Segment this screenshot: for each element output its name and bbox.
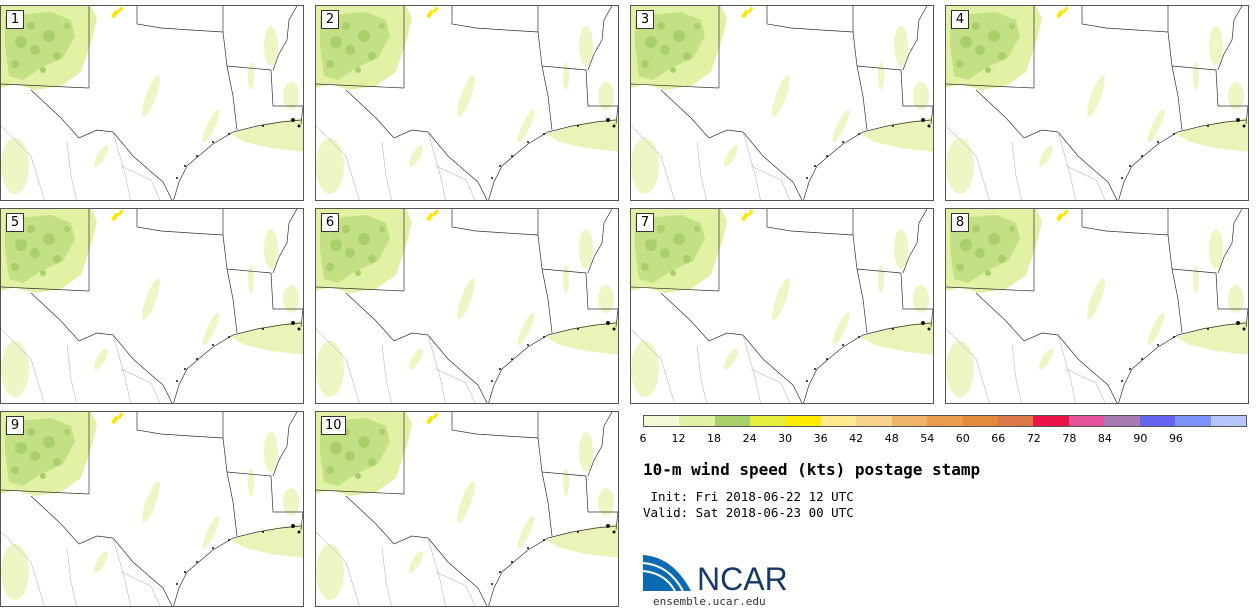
map-panel-4: 4: [945, 5, 1249, 201]
member-map: [631, 209, 933, 403]
map-panel-7: 7: [630, 208, 934, 404]
valid-time: Valid: Sat 2018-06-23 00 UTC: [643, 505, 854, 520]
colorbar-swatch: [891, 416, 928, 426]
member-number: 7: [636, 213, 654, 232]
colorbar-swatch: [785, 416, 822, 426]
member-number: 5: [6, 213, 24, 232]
colorbar-tick-label: 24: [742, 432, 757, 445]
map-panel-8: 8: [945, 208, 1249, 404]
colorbar-swatch: [750, 416, 786, 426]
colorbar-tick-label: 30: [778, 432, 793, 445]
member-number: 9: [6, 416, 24, 435]
colorbar-tick-label: 90: [1133, 432, 1148, 445]
colorbar-swatch: [644, 416, 680, 426]
colorbar-tick-label: 42: [849, 432, 864, 445]
colorbar-tick-label: 36: [813, 432, 828, 445]
colorbar-ticks: 6 12 18 24 30 36 42 48 54 60 66 72 78 84 90 96: [639, 432, 1247, 446]
plot-title: 10-m wind speed (kts) postage stamp: [643, 460, 981, 479]
map-panel-3: 3: [630, 5, 934, 201]
logo-url: ensemble.ucar.edu: [653, 595, 766, 608]
member-map: [631, 6, 933, 200]
colorbar-swatch: [998, 416, 1034, 426]
colorbar-tick-label: 60: [955, 432, 970, 445]
member-number: 6: [321, 213, 339, 232]
colorbar-swatch: [927, 416, 963, 426]
map-panel-1: 1: [0, 5, 304, 201]
colorbar-swatch: [1033, 416, 1069, 426]
member-map: [1, 6, 303, 200]
colorbar-swatch: [1104, 416, 1140, 426]
colorbar-swatch: [962, 416, 999, 426]
map-panel-9: 9: [0, 411, 304, 607]
member-number: 1: [6, 10, 24, 29]
member-number: 8: [951, 213, 969, 232]
map-panel-5: 5: [0, 208, 304, 404]
colorbar-swatch: [856, 416, 892, 426]
member-map: [946, 6, 1248, 200]
colorbar-tick-label: 12: [671, 432, 686, 445]
member-map: [1, 412, 303, 606]
logo-text: NCAR: [697, 561, 788, 597]
member-map: [316, 6, 618, 200]
colorbar-tick-label: 18: [707, 432, 722, 445]
member-number: 2: [321, 10, 339, 29]
map-panel-6: 6: [315, 208, 619, 404]
member-map: [316, 209, 618, 403]
colorbar-tick-label: 48: [884, 432, 899, 445]
member-number: 4: [951, 10, 969, 29]
colorbar-swatch: [1068, 416, 1105, 426]
map-panel-2: 2: [315, 5, 619, 201]
colorbar-tick-label: 84: [1097, 432, 1112, 445]
colorbar-swatch: [1210, 416, 1246, 426]
map-panel-10: 10: [315, 411, 619, 607]
colorbar-swatch: [821, 416, 857, 426]
colorbar: [643, 415, 1247, 427]
colorbar-tick-label: 66: [991, 432, 1006, 445]
colorbar-tick-label: 6: [639, 432, 647, 445]
member-map: [316, 412, 618, 606]
colorbar-swatch: [1139, 416, 1176, 426]
colorbar-swatch: [714, 416, 751, 426]
member-map: [1, 209, 303, 403]
member-number: 3: [636, 10, 654, 29]
colorbar-swatch: [1175, 416, 1211, 426]
colorbar-tick-label: 54: [920, 432, 935, 445]
colorbar-tick-label: 72: [1026, 432, 1041, 445]
member-number: 10: [321, 416, 346, 435]
ncar-logo: NCAR: [642, 553, 843, 598]
init-time: Init: Fri 2018-06-22 12 UTC: [643, 489, 854, 504]
colorbar-tick-label: 96: [1168, 432, 1183, 445]
member-map: [946, 209, 1248, 403]
colorbar-swatch: [679, 416, 715, 426]
colorbar-tick-label: 78: [1062, 432, 1077, 445]
